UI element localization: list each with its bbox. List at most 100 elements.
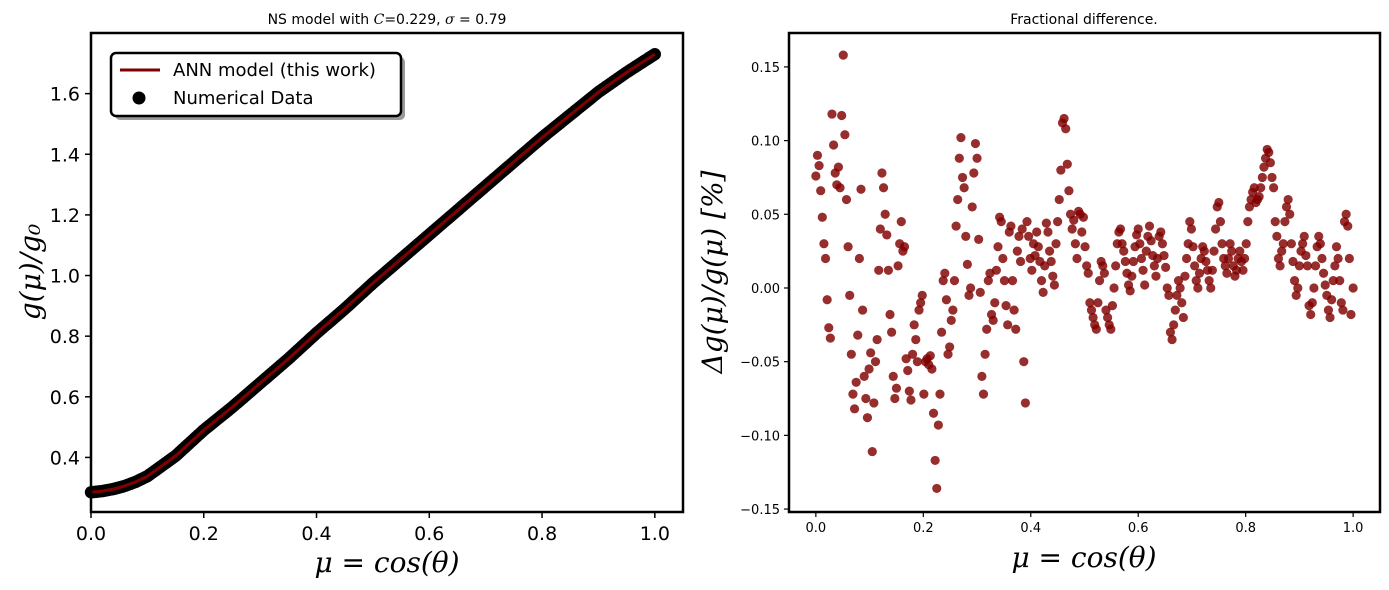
fractional-difference-point	[1325, 312, 1335, 323]
fractional-difference-point	[845, 290, 855, 300]
fractional-difference-point	[917, 290, 927, 300]
fractional-difference-point	[969, 168, 979, 178]
fractional-difference-point	[1103, 312, 1113, 323]
right-plot-area	[811, 50, 1358, 494]
fractional-difference-point	[1156, 227, 1166, 237]
x-tick-label: 0.6	[1128, 521, 1149, 536]
fractional-difference-point	[972, 153, 982, 163]
fractional-difference-point	[1285, 209, 1295, 219]
fractional-difference-point	[861, 393, 871, 404]
fractional-difference-point	[909, 320, 919, 330]
fractional-difference-point	[1301, 250, 1311, 261]
fractional-difference-point	[811, 171, 821, 181]
fractional-difference-point	[1231, 265, 1242, 275]
y-tick-label: 1.4	[50, 144, 80, 166]
fractional-difference-point	[904, 386, 914, 396]
fractional-difference-point	[1069, 215, 1079, 225]
x-tick-label: 0.4	[301, 523, 331, 545]
fractional-difference-point	[841, 194, 852, 205]
right-x-axis-label: μ = cos(θ)	[1011, 541, 1156, 574]
x-tick-label: 0.2	[913, 521, 934, 536]
fractional-difference-point	[1244, 202, 1255, 212]
fractional-difference-point	[1289, 276, 1300, 286]
fractional-difference-point	[1011, 324, 1021, 334]
fractional-difference-point	[853, 330, 863, 340]
fractional-difference-point	[1286, 239, 1296, 249]
fractional-difference-point	[1067, 224, 1077, 234]
fractional-difference-point	[1032, 227, 1042, 237]
fractional-difference-point	[1009, 305, 1019, 315]
fractional-difference-point	[825, 333, 835, 343]
y-tick-label: −0.05	[740, 356, 780, 371]
fractional-difference-point	[891, 383, 902, 393]
fractional-difference-point	[1157, 239, 1168, 249]
fractional-difference-point	[1318, 268, 1329, 278]
fractional-difference-point	[880, 209, 890, 219]
fractional-difference-point	[1227, 246, 1237, 256]
fractional-difference-point	[1315, 239, 1325, 249]
fractional-difference-point	[1314, 231, 1324, 241]
y-tick-label: −0.10	[740, 429, 780, 444]
fractional-difference-point	[1138, 265, 1148, 275]
left-plot-area	[84, 48, 662, 499]
fractional-difference-point	[1173, 276, 1184, 286]
fractional-difference-point	[812, 150, 823, 160]
fractional-difference-point	[1259, 162, 1269, 172]
fractional-difference-point	[911, 334, 921, 345]
fractional-difference-point	[1241, 239, 1251, 249]
x-tick-label: 0.6	[414, 523, 444, 545]
fractional-difference-point	[999, 276, 1010, 286]
fractional-difference-point	[1283, 194, 1293, 205]
fractional-difference-point	[1107, 301, 1118, 311]
fractional-difference-point	[1188, 242, 1198, 252]
fractional-difference-point	[1280, 217, 1290, 227]
fractional-difference-point	[978, 389, 989, 399]
right-chart-title: Fractional difference.	[1010, 12, 1158, 28]
left-axes-frame	[89, 31, 685, 514]
fractional-difference-point	[946, 315, 956, 325]
fractional-difference-point	[982, 324, 992, 334]
fractional-difference-point	[1049, 280, 1060, 290]
fractional-difference-point	[840, 130, 850, 140]
fractional-difference-point	[1181, 253, 1192, 264]
fractional-difference-point	[867, 446, 877, 457]
fractional-difference-point	[1014, 231, 1024, 241]
fractional-difference-point	[869, 398, 879, 408]
fractional-difference-point	[1238, 265, 1248, 275]
y-tick-label: 0.6	[50, 387, 80, 409]
fractional-difference-point	[1265, 158, 1275, 168]
fractional-difference-point	[949, 276, 960, 286]
fractional-difference-point	[1210, 224, 1221, 234]
fractional-difference-point	[824, 323, 834, 333]
right-x-ticks: 0.0 0.2 0.4 0.6 0.8 1.0	[806, 512, 1363, 536]
fractional-difference-point	[993, 242, 1003, 252]
fractional-difference-point	[1146, 236, 1156, 246]
fractional-difference-point	[1051, 239, 1061, 249]
fractional-difference-point	[964, 290, 974, 300]
fractional-difference-point	[1070, 239, 1080, 249]
fractional-difference-point	[1204, 276, 1214, 286]
fractional-difference-point	[1165, 327, 1176, 337]
fractional-difference-point	[1072, 253, 1082, 264]
fractional-difference-point	[1327, 295, 1337, 305]
fractional-difference-point	[1077, 227, 1087, 237]
right-y-ticks: −0.15 −0.10 −0.05 0.00 0.05 0.10 0.15	[740, 61, 789, 518]
fractional-difference-point	[916, 298, 926, 308]
fractional-difference-point	[1299, 231, 1309, 241]
fractional-difference-point	[837, 110, 847, 121]
fractional-difference-point	[866, 348, 876, 358]
fractional-difference-point	[854, 253, 864, 264]
fractional-difference-point	[1235, 246, 1245, 256]
fractional-difference-point	[1020, 398, 1030, 408]
fractional-difference-point	[919, 389, 929, 399]
fractional-difference-point	[887, 327, 897, 337]
legend-dot-marker	[132, 91, 146, 105]
fractional-difference-point	[1217, 239, 1227, 249]
fractional-difference-point	[843, 242, 853, 252]
fractional-difference-point	[996, 217, 1006, 227]
fractional-difference-point	[1024, 231, 1034, 241]
fractional-difference-point	[872, 334, 882, 345]
fractional-difference-point	[859, 371, 869, 382]
fractional-difference-point	[827, 109, 837, 119]
